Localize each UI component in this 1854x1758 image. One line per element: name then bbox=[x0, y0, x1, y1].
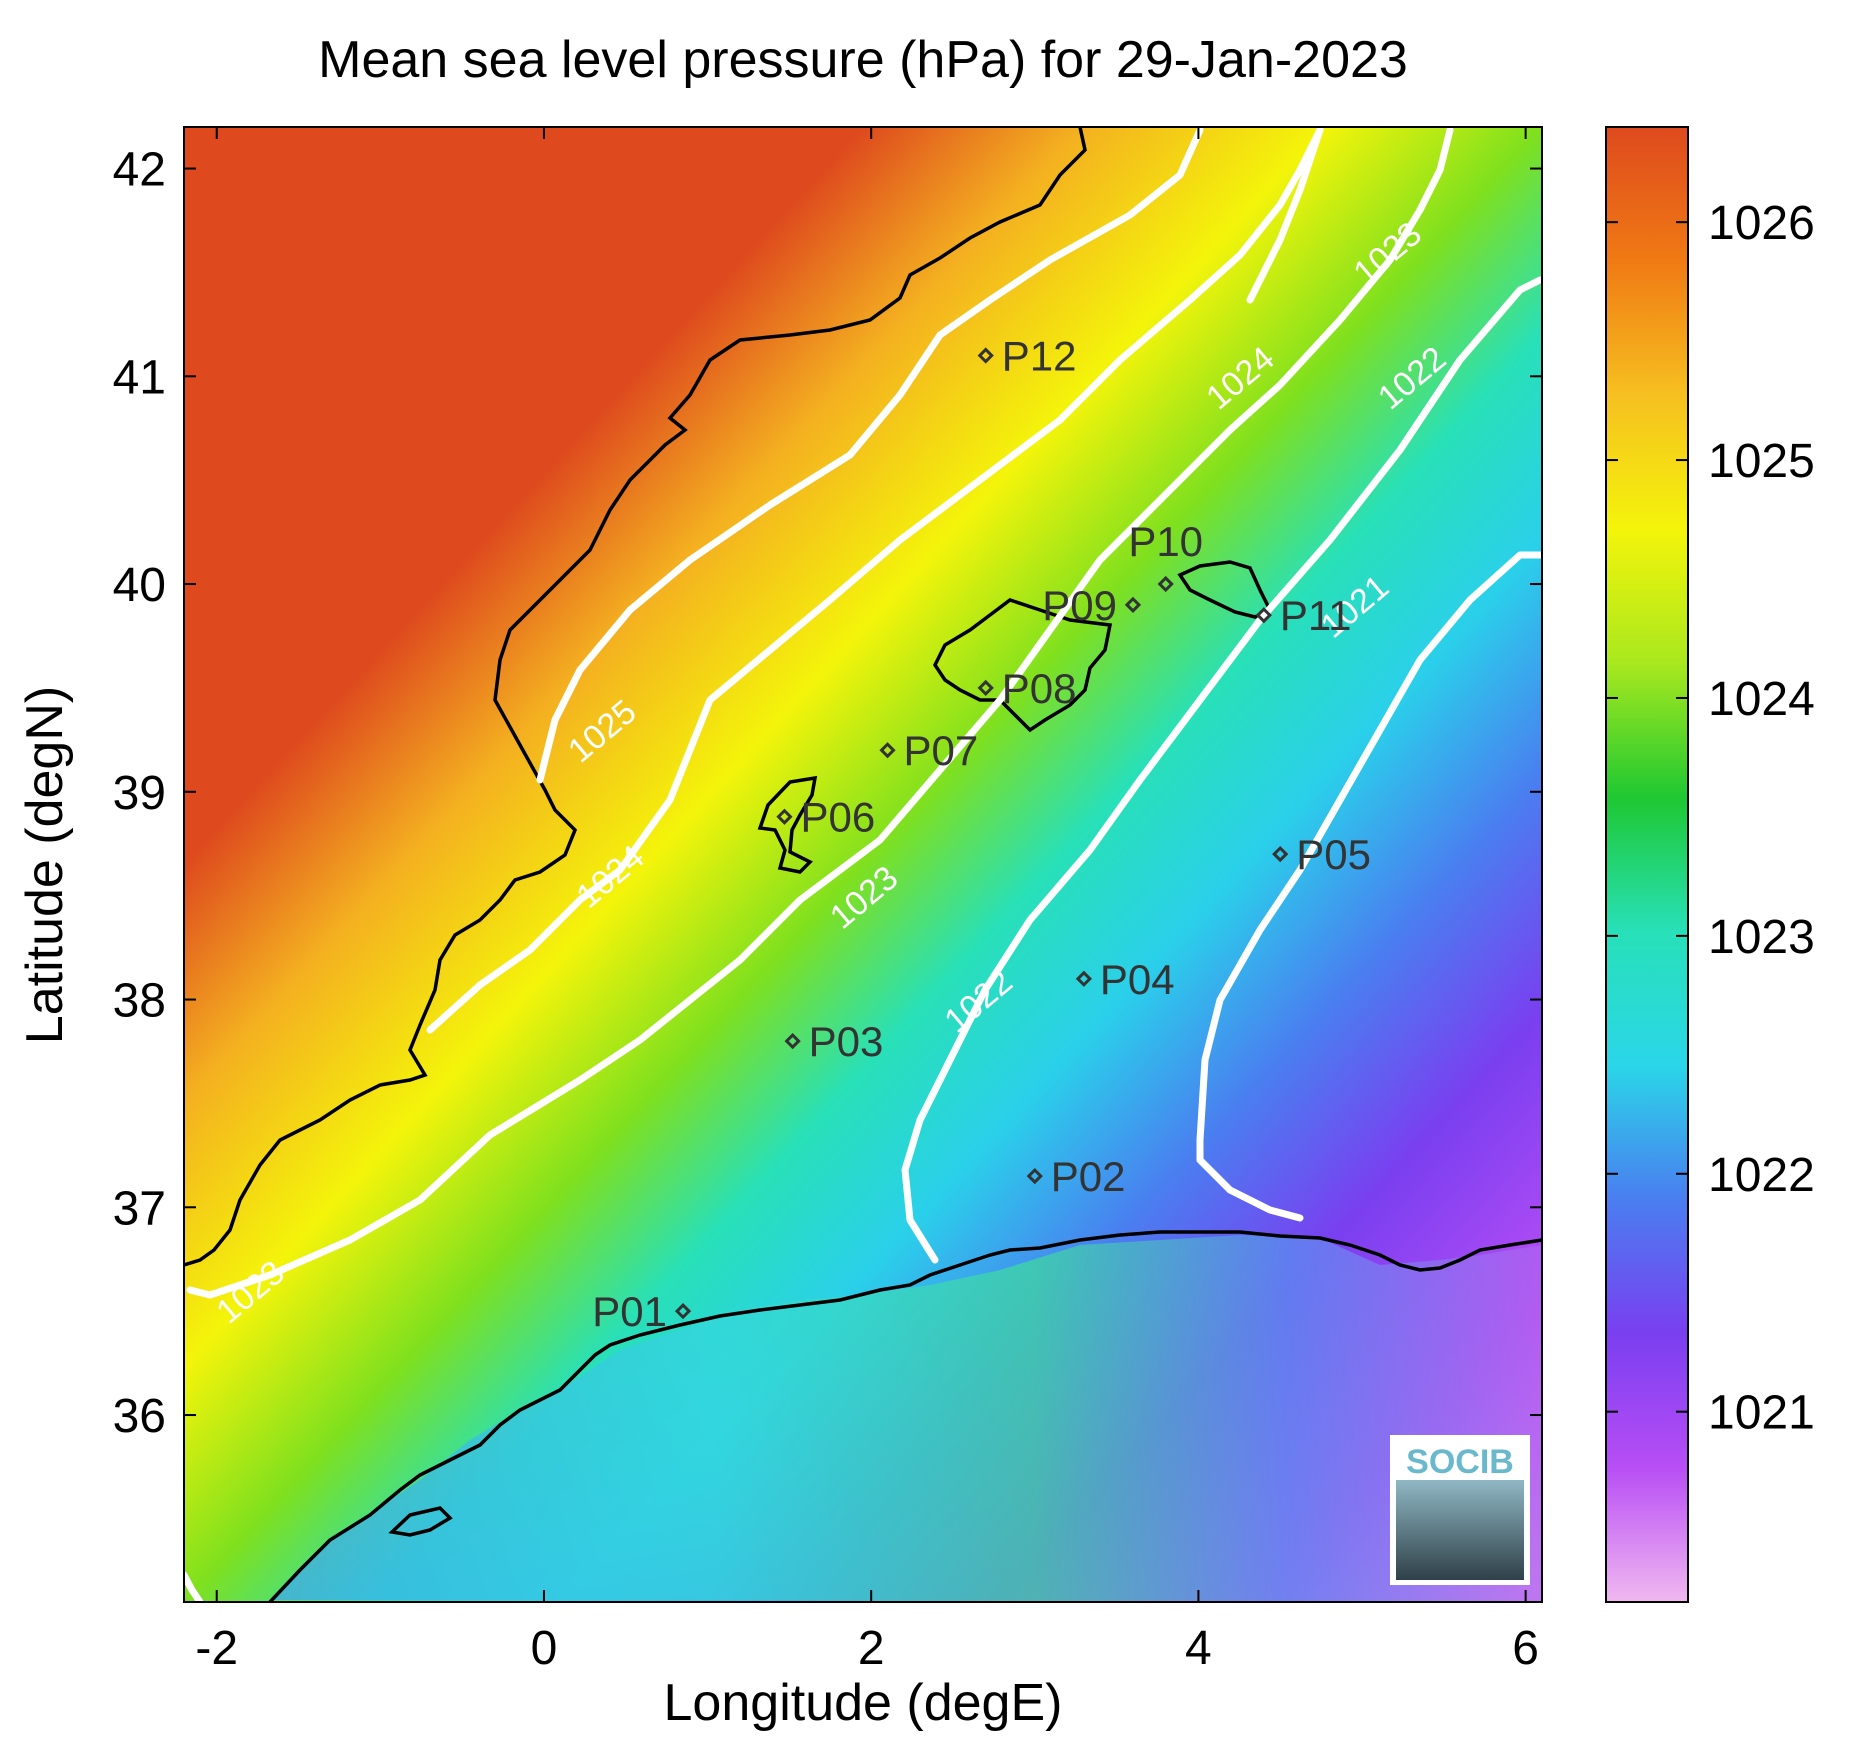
colorbar-tick-label: 1024 bbox=[1708, 673, 1815, 726]
colorbar-tick-label: 1022 bbox=[1708, 1149, 1815, 1202]
y-tick-label: 37 bbox=[113, 1182, 166, 1235]
station-label: P10 bbox=[1128, 518, 1203, 565]
contour-1021 bbox=[1196, 551, 1542, 1222]
station-label: P09 bbox=[1042, 582, 1117, 629]
ibiza-coastline bbox=[757, 775, 818, 874]
socib-logo: SOCIB bbox=[1390, 1435, 1530, 1585]
station-label: P03 bbox=[809, 1018, 884, 1065]
station-label: P12 bbox=[1002, 333, 1077, 380]
colorbar-tick-label: 1023 bbox=[1708, 911, 1815, 964]
iberia-coastline bbox=[184, 127, 1087, 1267]
station-label: P08 bbox=[1002, 665, 1077, 712]
x-tick-label: 2 bbox=[858, 1622, 885, 1675]
contour-1022 bbox=[901, 276, 1542, 1264]
plot-frame bbox=[183, 126, 1543, 1603]
y-tick-label: 36 bbox=[113, 1390, 166, 1443]
x-axis-label: Longitude (degE) bbox=[664, 1674, 1063, 1732]
station-marker bbox=[1272, 845, 1289, 863]
socib-logo-text: SOCIB bbox=[1406, 1443, 1514, 1481]
station-label: P06 bbox=[800, 794, 875, 841]
x-tick-label: 4 bbox=[1185, 1622, 1212, 1675]
station-label: P01 bbox=[592, 1288, 667, 1335]
mallorca-coastline bbox=[932, 598, 1113, 733]
y-tick-label: 38 bbox=[113, 975, 166, 1028]
north-africa-coastline bbox=[268, 1230, 1542, 1602]
colorbar-tick-label: 1026 bbox=[1708, 197, 1815, 250]
colorbar-tick-label: 1021 bbox=[1708, 1387, 1815, 1440]
station-label: P05 bbox=[1296, 831, 1371, 878]
y-tick-label: 39 bbox=[113, 767, 166, 820]
x-axis: -2 0 2 4 6 bbox=[195, 127, 1539, 1675]
station-label: P07 bbox=[904, 727, 979, 774]
y-tick-label: 42 bbox=[113, 144, 166, 197]
station-marker bbox=[1255, 607, 1272, 624]
y-axis-label: Latitude (degN) bbox=[16, 686, 74, 1044]
alboran-island-coastline bbox=[388, 1506, 453, 1537]
x-tick-label: 6 bbox=[1512, 1622, 1539, 1675]
station-marker bbox=[977, 679, 994, 697]
contour-1024-east bbox=[1246, 127, 1324, 304]
station-marker bbox=[1075, 970, 1093, 987]
colorbar-scale bbox=[1605, 126, 1689, 1603]
station-label: P11 bbox=[1280, 592, 1352, 639]
y-tick-label: 41 bbox=[113, 351, 166, 404]
station-label: P02 bbox=[1051, 1153, 1126, 1200]
contour-1022-sw bbox=[184, 1571, 204, 1602]
coastline bbox=[184, 127, 1542, 1602]
station-marker bbox=[1124, 596, 1142, 613]
station-marker bbox=[977, 347, 994, 364]
colorbar-tick-label: 1025 bbox=[1708, 435, 1815, 488]
y-axis: 36 37 38 39 40 41 42 bbox=[113, 144, 1542, 1443]
colorbar: 1021 1022 1023 1024 1025 1026 bbox=[1605, 126, 1815, 1603]
contour-1023 bbox=[186, 127, 1454, 1299]
station-marker bbox=[776, 808, 793, 825]
station-marker bbox=[1157, 575, 1174, 593]
station-marker bbox=[784, 1032, 801, 1050]
chart-title: Mean sea level pressure (hPa) for 29-Jan… bbox=[318, 31, 1408, 89]
colorbar-ticks: 1021 1022 1023 1024 1025 1026 bbox=[1606, 197, 1815, 1440]
station-marker bbox=[674, 1303, 692, 1320]
station-marker bbox=[1026, 1167, 1043, 1185]
y-tick-label: 40 bbox=[113, 559, 166, 612]
x-tick-label: 0 bbox=[531, 1622, 558, 1675]
contour-1024-west bbox=[426, 127, 1324, 1034]
station-marker bbox=[879, 742, 896, 759]
contour-1025 bbox=[536, 127, 1204, 784]
station-label: P04 bbox=[1100, 956, 1175, 1003]
x-tick-label: -2 bbox=[195, 1622, 238, 1675]
north-africa-land bbox=[270, 1235, 1542, 1602]
pressure-contours bbox=[184, 127, 1542, 1602]
